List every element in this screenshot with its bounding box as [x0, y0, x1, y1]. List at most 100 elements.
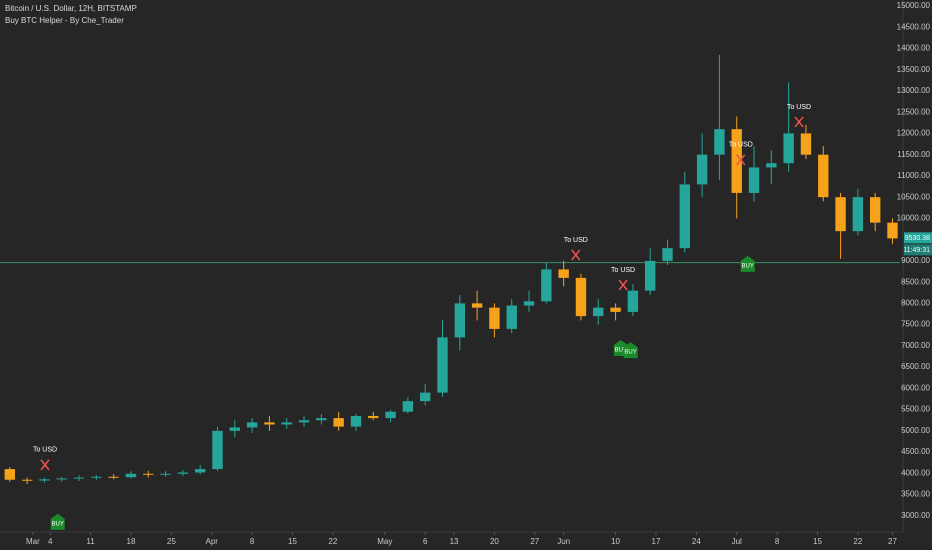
y-tick-label: 3000.00 [901, 511, 930, 520]
sell-marker [618, 279, 628, 291]
candle-body [420, 392, 431, 402]
candle-body [523, 301, 535, 306]
candle-body [783, 133, 794, 164]
candle-body [489, 307, 500, 329]
candle-body [177, 472, 189, 474]
y-tick-label: 14500.00 [897, 22, 931, 31]
y-tick-label: 15000.00 [897, 1, 931, 10]
candle-body [731, 129, 742, 193]
sell-marker [794, 116, 804, 128]
candle-body [246, 422, 258, 428]
candle-body [195, 469, 206, 473]
candle-body [887, 222, 898, 239]
candle-body [21, 479, 33, 481]
y-tick-label: 5000.00 [901, 426, 930, 435]
x-tick-label: Jul [732, 537, 742, 546]
sell-marker [571, 249, 581, 261]
buy-label: BUY [615, 348, 627, 354]
candle-body [402, 401, 414, 412]
y-tick-label: 9000.00 [901, 256, 930, 265]
buy-label: BUY [52, 521, 64, 527]
x-tick-label: 22 [328, 537, 337, 546]
candle-body [143, 473, 154, 475]
candle-body [506, 305, 517, 329]
buy-marker [740, 255, 755, 272]
y-tick-label: 11000.00 [897, 171, 930, 180]
x-tick-label: 27 [888, 537, 897, 546]
candle-body [766, 163, 777, 168]
x-tick-label: 6 [423, 537, 428, 546]
candle-body [800, 133, 812, 155]
countdown-box [904, 244, 932, 256]
y-tick-label: 7500.00 [901, 320, 930, 329]
candle-body [333, 418, 344, 427]
candle-body [870, 197, 881, 223]
x-tick-label: 20 [490, 537, 499, 546]
candle-body [160, 473, 171, 475]
x-tick-label: 18 [127, 537, 136, 546]
x-tick-label: 13 [450, 537, 459, 546]
y-tick-label: 10500.00 [897, 192, 931, 201]
candle-body [73, 477, 85, 479]
candle-body [108, 476, 119, 478]
buy-marker [623, 342, 638, 359]
candle-body [368, 415, 379, 419]
y-tick-label: 7000.00 [901, 341, 930, 350]
buy-label: BUY [742, 263, 754, 269]
y-tick-label: 10000.00 [897, 214, 931, 223]
y-tick-label: 6500.00 [901, 362, 930, 371]
candle-body [835, 197, 846, 232]
candle-body [4, 469, 15, 480]
candle-body [91, 476, 102, 478]
y-tick-label: 8500.00 [901, 277, 930, 286]
x-tick-label: 17 [652, 537, 661, 546]
chart-title: Bitcoin / U.S. Dollar, 12H, BITSTAMP [5, 4, 137, 13]
sell-label: To USD [787, 104, 811, 111]
candle-body [818, 154, 829, 198]
x-tick-label: 4 [48, 537, 53, 546]
x-tick-label: 15 [813, 537, 822, 546]
y-tick-label: 13500.00 [897, 65, 931, 74]
candle-body [281, 422, 292, 425]
y-tick-label: 13000.00 [897, 86, 931, 95]
candle-body [212, 430, 223, 470]
candle-body [437, 337, 448, 393]
x-tick-label: 11 [86, 537, 95, 546]
candle-body [298, 420, 310, 423]
y-tick-label: 14000.00 [897, 44, 931, 53]
x-tick-label: 8 [250, 537, 255, 546]
candle-body [264, 422, 275, 425]
candle-body [385, 411, 396, 419]
x-tick-label: Mar [26, 537, 40, 546]
candle-body [229, 427, 240, 431]
x-tick-label: 8 [775, 537, 780, 546]
y-tick-label: 4500.00 [901, 447, 930, 456]
candle-body [471, 303, 483, 308]
candle-body [350, 415, 362, 427]
sell-marker [40, 459, 50, 471]
y-tick-label: 3500.00 [901, 490, 930, 499]
y-tick-label: 11500.00 [897, 150, 930, 159]
x-tick-label: 25 [167, 537, 176, 546]
y-tick-label: 12500.00 [897, 107, 931, 116]
candle-body [39, 479, 50, 481]
candle-body [714, 129, 725, 155]
candle-body [852, 197, 864, 232]
last-price-label: 9530.38 [905, 235, 930, 242]
candle-body [679, 184, 690, 249]
x-tick-label: Apr [206, 537, 219, 546]
candle-body [125, 473, 137, 478]
countdown-label: 11:49:31 [903, 247, 930, 254]
x-tick-label: May [377, 537, 392, 546]
candle-body [575, 277, 587, 317]
x-tick-label: 10 [611, 537, 620, 546]
sell-label: To USD [729, 142, 753, 149]
candle-body [627, 290, 639, 312]
candle-body [593, 307, 604, 317]
y-tick-label: 8000.00 [901, 299, 930, 308]
x-tick-label: 15 [288, 537, 297, 546]
sell-label: To USD [564, 237, 588, 244]
buy-marker [50, 513, 65, 530]
